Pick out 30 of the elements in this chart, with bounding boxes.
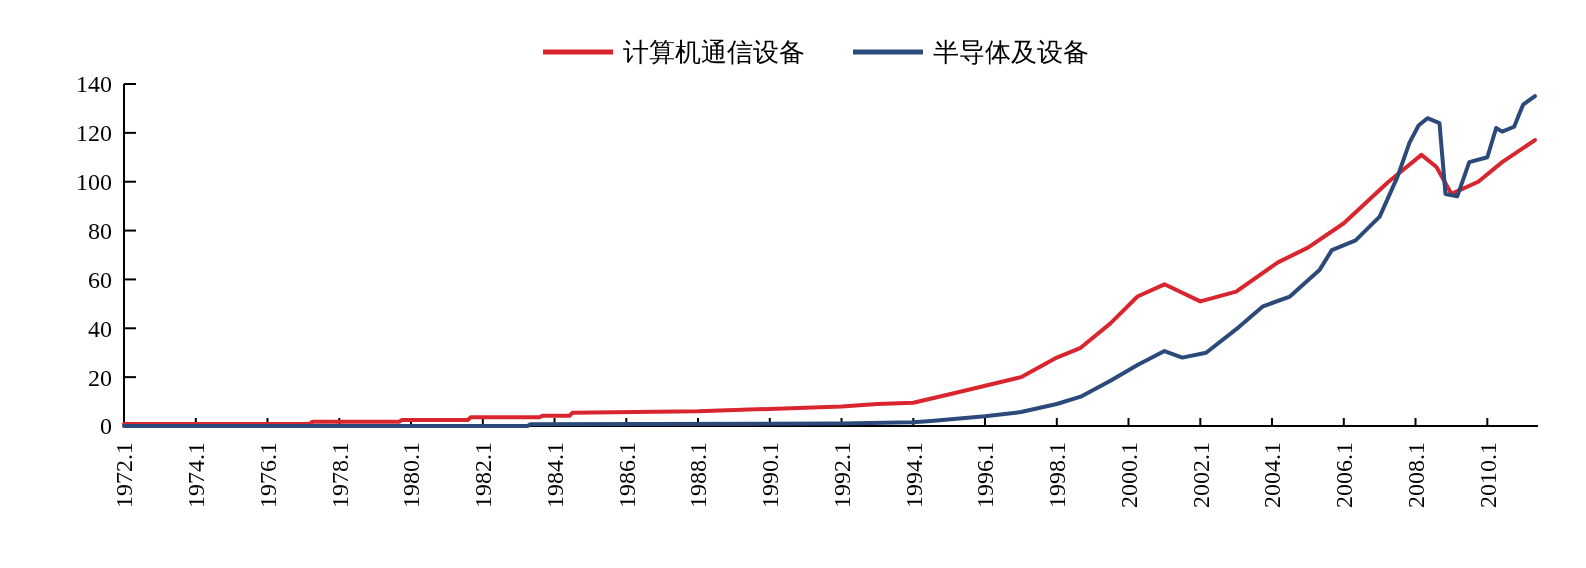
x-tick-label: 1978.1 bbox=[326, 442, 353, 508]
y-tick-label: 20 bbox=[88, 364, 112, 391]
y-tick-label: 40 bbox=[88, 315, 112, 342]
x-tick-label: 2002.1 bbox=[1187, 442, 1214, 508]
x-tick-label: 1988.1 bbox=[685, 442, 712, 508]
legend-label: 计算机通信设备 bbox=[623, 37, 805, 68]
x-tick-label: 1972.1 bbox=[111, 442, 138, 508]
y-tick-label: 0 bbox=[100, 413, 112, 440]
y-tick-label: 140 bbox=[76, 71, 112, 98]
x-tick-label: 2004.1 bbox=[1259, 442, 1286, 508]
x-tick-label: 1998.1 bbox=[1044, 442, 1071, 508]
x-tick-label: 1996.1 bbox=[972, 442, 999, 508]
x-tick-label: 2010.1 bbox=[1474, 442, 1501, 508]
y-tick-label: 100 bbox=[76, 169, 112, 196]
x-tick-label: 1990.1 bbox=[757, 442, 784, 508]
legend-label: 半导体及设备 bbox=[933, 37, 1089, 68]
x-tick-label: 2008.1 bbox=[1402, 442, 1429, 508]
x-tick-label: 2006.1 bbox=[1331, 442, 1358, 508]
x-tick-label: 1992.1 bbox=[828, 442, 855, 508]
y-tick-label: 60 bbox=[88, 266, 112, 293]
x-tick-label: 1974.1 bbox=[183, 442, 210, 508]
y-tick-label: 120 bbox=[76, 120, 112, 147]
x-tick-label: 1982.1 bbox=[470, 442, 497, 508]
x-tick-label: 2000.1 bbox=[1115, 442, 1142, 508]
y-tick-label: 80 bbox=[88, 217, 112, 244]
x-tick-label: 1994.1 bbox=[900, 442, 927, 508]
x-tick-label: 1976.1 bbox=[254, 442, 281, 508]
x-tick-label: 1986.1 bbox=[613, 442, 640, 508]
x-tick-label: 1984.1 bbox=[541, 442, 568, 508]
x-tick-label: 1980.1 bbox=[398, 442, 425, 508]
